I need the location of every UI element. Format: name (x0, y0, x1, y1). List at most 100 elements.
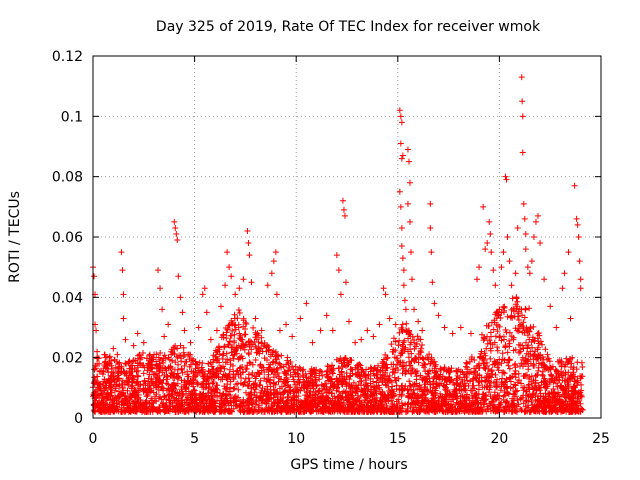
data-point (333, 252, 340, 259)
x-tick-label: 5 (190, 431, 199, 447)
data-point (246, 252, 253, 259)
data-point (406, 218, 413, 225)
data-point (264, 282, 271, 289)
x-tick-label: 20 (490, 431, 508, 447)
data-point (565, 249, 572, 256)
data-point (427, 224, 434, 231)
data-point (404, 146, 411, 153)
data-point (567, 315, 574, 322)
data-point (431, 300, 438, 307)
data-point (530, 234, 537, 240)
data-point (159, 306, 166, 313)
data-point (406, 179, 413, 186)
data-point (428, 249, 435, 256)
data-point (370, 333, 377, 340)
data-point (571, 182, 578, 189)
data-point (174, 237, 181, 244)
data-point (537, 240, 544, 247)
data-point (519, 149, 526, 156)
chart-title: Day 325 of 2019, Rate Of TEC Index for r… (156, 19, 541, 35)
data-point (339, 197, 346, 204)
data-point (398, 243, 405, 250)
data-point (272, 249, 279, 256)
data-point (187, 339, 194, 346)
data-point (419, 327, 426, 334)
data-point (519, 113, 526, 120)
data-point (399, 152, 406, 159)
data-point (553, 324, 560, 331)
data-point (484, 240, 491, 247)
data-point (122, 336, 129, 343)
data-point (498, 264, 505, 271)
data-point (488, 249, 495, 256)
data-point (337, 291, 344, 298)
data-point (411, 306, 418, 313)
data-point (574, 221, 581, 228)
data-point (457, 324, 464, 331)
data-point (157, 285, 164, 292)
data-point (400, 267, 407, 274)
data-point (179, 309, 186, 316)
data-point (268, 270, 275, 277)
data-point (91, 273, 98, 280)
data-point (396, 107, 403, 114)
y-tick-label: 0.02 (52, 351, 83, 367)
data-point (559, 285, 566, 292)
data-point (258, 327, 265, 334)
data-point (134, 330, 141, 337)
x-tick-label: 25 (592, 431, 610, 447)
data-point (402, 306, 409, 313)
data-point (224, 249, 231, 256)
data-point (474, 276, 481, 283)
data-point (177, 294, 184, 301)
data-point (508, 282, 515, 289)
data-point (482, 246, 489, 253)
data-point (329, 327, 336, 334)
data-point (245, 240, 252, 247)
data-point (522, 230, 529, 237)
data-point (577, 285, 584, 292)
data-point (502, 173, 509, 180)
data-point (165, 321, 172, 328)
data-point (309, 339, 316, 346)
data-point (297, 315, 304, 322)
data-point (519, 98, 526, 105)
data-point (398, 119, 405, 126)
data-point (441, 324, 448, 331)
data-point (409, 276, 416, 283)
data-point (207, 336, 214, 343)
y-tick-label: 0.12 (52, 49, 83, 65)
data-point (398, 155, 405, 162)
data-point (520, 200, 527, 207)
data-point (323, 312, 330, 319)
data-point (577, 276, 584, 283)
data-point (118, 249, 125, 256)
data-point (181, 327, 188, 334)
data-point (405, 158, 412, 165)
data-point (201, 285, 208, 292)
data-point (203, 309, 210, 316)
data-point (506, 258, 513, 265)
data-point (195, 324, 202, 331)
data-point (392, 321, 399, 328)
data-point (449, 330, 456, 337)
data-point (96, 360, 103, 367)
data-point (340, 206, 347, 213)
data-point (518, 74, 525, 81)
data-point (467, 330, 474, 337)
data-point (94, 348, 101, 355)
data-point (358, 336, 365, 343)
data-point (120, 315, 127, 322)
data-point (399, 255, 406, 262)
y-axis-label: ROTI / TECUs (7, 191, 23, 283)
data-point (283, 321, 290, 328)
data-point (397, 113, 404, 120)
data-point (524, 264, 531, 271)
data-point (487, 230, 494, 237)
data-point (110, 345, 117, 352)
y-tick-label: 0.1 (61, 109, 83, 125)
data-point (106, 354, 113, 361)
data-point (199, 291, 206, 298)
data-point (120, 291, 127, 298)
data-points (90, 74, 584, 385)
